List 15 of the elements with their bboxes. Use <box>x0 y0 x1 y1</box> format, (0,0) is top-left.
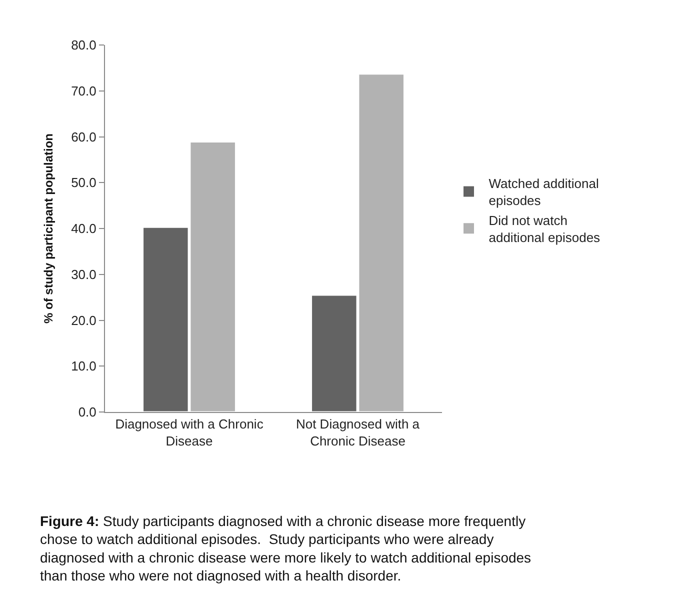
caption: Figure 4: Study participants diagnosed with a chronic disease more frequently chose to watch additional episodes. Study participants who were already diagnosed with a chronic disease were more likely to watch additional episodes than those who were not diagnosed with a health disorder. <box>40 513 532 584</box>
y-tick-label: 10.0 <box>71 358 96 374</box>
y-tick-label: 0.0 <box>78 404 96 420</box>
y-tick-label: 30.0 <box>71 266 96 282</box>
y-tick-label: 80.0 <box>71 38 96 53</box>
y-tick-label: 50.0 <box>71 175 96 190</box>
legend-label: Watched additional episodes <box>488 176 599 208</box>
y-tick-label: 60.0 <box>71 129 96 144</box>
y-tick-label: 20.0 <box>71 312 96 328</box>
y-axis-title: % of study participant population <box>41 134 56 324</box>
legend-label: Did not watch additional episodes <box>488 212 601 245</box>
x-tick-label: Diagnosed with a Chronic Disease <box>115 416 264 448</box>
y-tick-label: 70.0 <box>71 83 96 98</box>
y-tick-label: 40.0 <box>71 221 96 236</box>
x-tick-label: Not Diagnosed with a Chronic Disease <box>296 416 420 448</box>
